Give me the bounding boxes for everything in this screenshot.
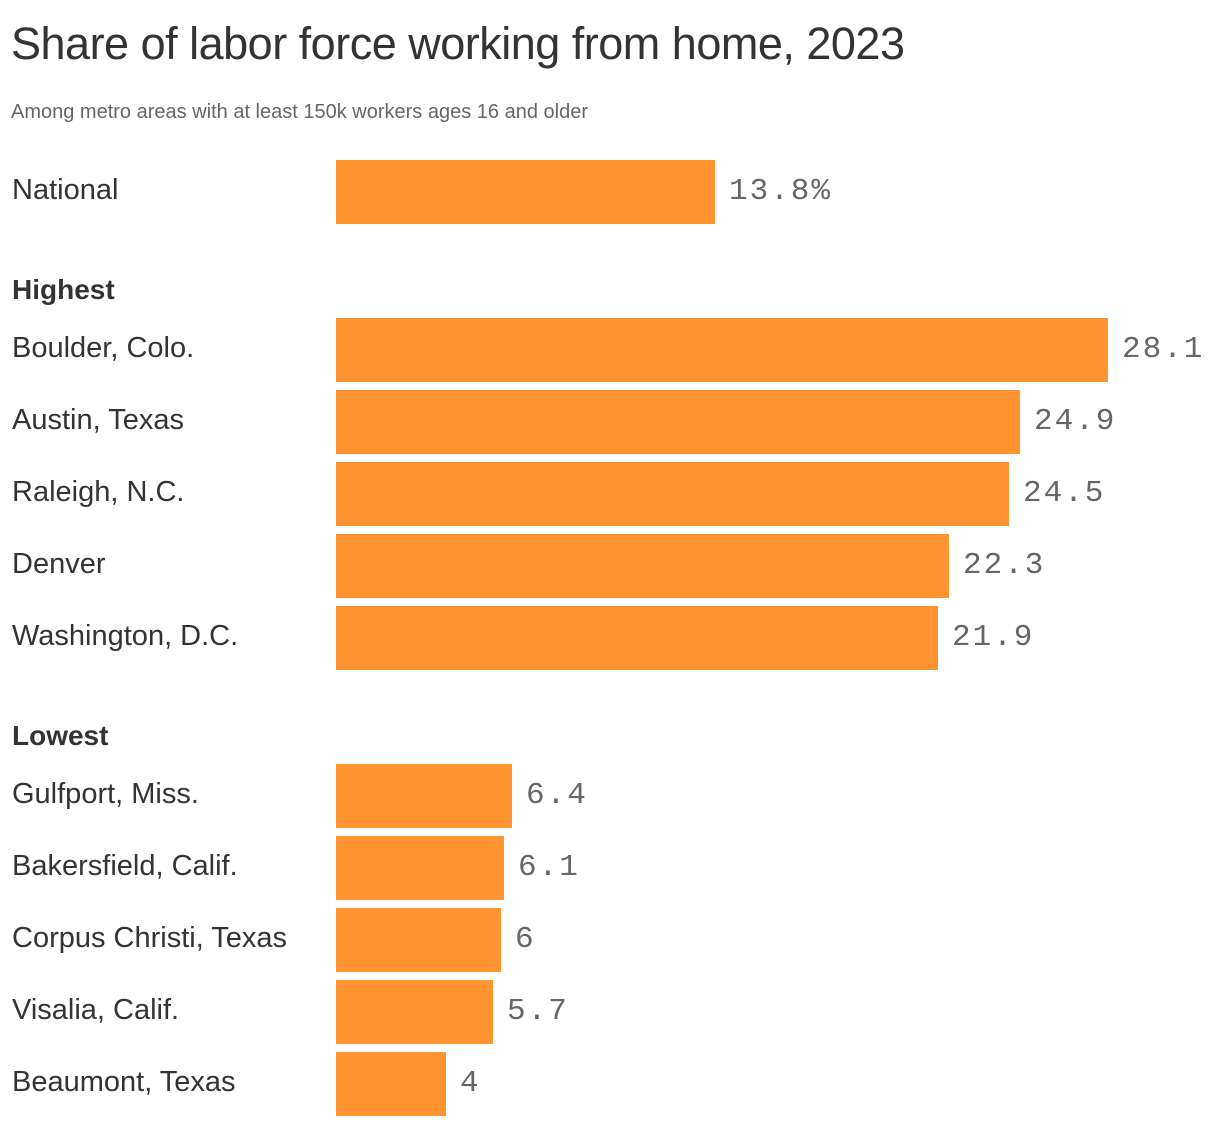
bar-row-national: National 13.8% bbox=[0, 160, 1220, 224]
bar bbox=[336, 836, 504, 900]
bar bbox=[336, 1052, 446, 1116]
row-label: Gulfport, Miss. bbox=[12, 778, 199, 810]
bar-row-gulfport: Gulfport, Miss. 6.4 bbox=[0, 764, 1220, 828]
bar bbox=[336, 606, 938, 670]
value-label: 24.9 bbox=[1034, 404, 1117, 439]
row-label: National bbox=[12, 174, 119, 206]
row-label: Beaumont, Texas bbox=[12, 1066, 236, 1098]
value-label: 4 bbox=[460, 1066, 481, 1101]
row-label: Austin, Texas bbox=[12, 404, 184, 436]
row-label: Denver bbox=[12, 548, 106, 580]
value-label: 22.3 bbox=[963, 548, 1046, 583]
bar bbox=[336, 390, 1020, 454]
value-label: 28.1 bbox=[1122, 332, 1205, 367]
chart-title: Share of labor force working from home, … bbox=[11, 18, 905, 69]
bar-row-raleigh: Raleigh, N.C. 24.5 bbox=[0, 462, 1220, 526]
bar bbox=[336, 980, 493, 1044]
bar-row-corpus-christi: Corpus Christi, Texas 6 bbox=[0, 908, 1220, 972]
row-label: Boulder, Colo. bbox=[12, 332, 195, 364]
bar bbox=[336, 764, 512, 828]
value-label: 6 bbox=[515, 922, 536, 957]
bar bbox=[336, 462, 1009, 526]
value-label: 24.5 bbox=[1023, 476, 1106, 511]
value-label: 6.1 bbox=[518, 850, 580, 885]
bar-row-austin: Austin, Texas 24.9 bbox=[0, 390, 1220, 454]
row-label: Corpus Christi, Texas bbox=[12, 922, 288, 954]
row-label: Washington, D.C. bbox=[12, 620, 239, 652]
row-label: Visalia, Calif. bbox=[12, 994, 180, 1026]
bar-row-beaumont: Beaumont, Texas 4 bbox=[0, 1052, 1220, 1116]
section-label-lowest: Lowest bbox=[12, 720, 109, 751]
bar bbox=[336, 160, 715, 224]
bar-row-washington: Washington, D.C. 21.9 bbox=[0, 606, 1220, 670]
row-label: Bakersfield, Calif. bbox=[12, 850, 238, 882]
bar bbox=[336, 318, 1108, 382]
bar-row-denver: Denver 22.3 bbox=[0, 534, 1220, 598]
value-label: 5.7 bbox=[507, 994, 569, 1029]
section-label-highest: Highest bbox=[12, 274, 115, 305]
bar-row-boulder: Boulder, Colo. 28.1 bbox=[0, 318, 1220, 382]
chart-subtitle: Among metro areas with at least 150k wor… bbox=[11, 101, 588, 123]
bar bbox=[336, 908, 501, 972]
value-label: 6.4 bbox=[526, 778, 588, 813]
row-label: Raleigh, N.C. bbox=[12, 476, 185, 508]
bar bbox=[336, 534, 949, 598]
bar-row-visalia: Visalia, Calif. 5.7 bbox=[0, 980, 1220, 1044]
value-label: 21.9 bbox=[952, 620, 1035, 655]
bar-row-bakersfield: Bakersfield, Calif. 6.1 bbox=[0, 836, 1220, 900]
value-label: 13.8% bbox=[729, 174, 833, 209]
